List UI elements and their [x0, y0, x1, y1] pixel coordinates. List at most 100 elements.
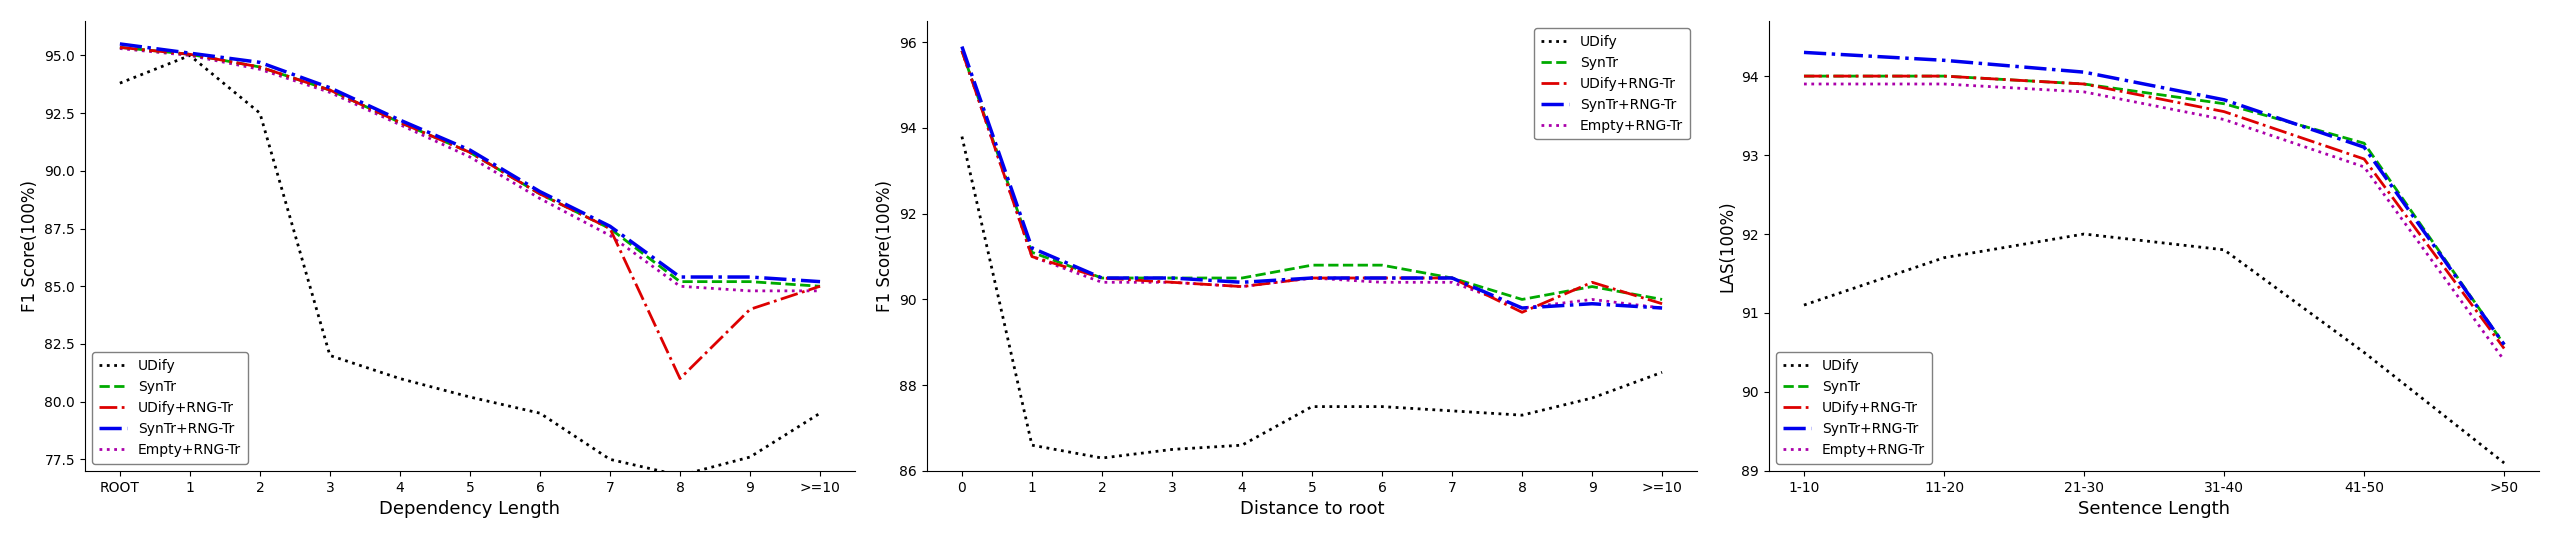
SynTr+RNG-Tr: [2348, 144, 2378, 150]
Empty+RNG-Tr: [1157, 279, 1188, 286]
UDify+RNG-Tr: [1157, 279, 1188, 286]
SynTr+RNG-Tr: [1646, 305, 1677, 311]
SynTr: [174, 51, 205, 58]
UDify+RNG-Tr: [594, 225, 625, 232]
Empty+RNG-Tr: [735, 288, 765, 294]
SynTr: [456, 149, 486, 156]
Line: SynTr+RNG-Tr: SynTr+RNG-Tr: [963, 46, 1661, 308]
UDify: [1367, 403, 1398, 410]
SynTr: [525, 191, 556, 197]
Empty+RNG-Tr: [1646, 305, 1677, 311]
Empty+RNG-Tr: [1016, 253, 1047, 260]
UDify: [1157, 446, 1188, 453]
Line: UDify: UDify: [963, 136, 1661, 458]
SynTr: [384, 119, 415, 126]
SynTr+RNG-Tr: [1157, 275, 1188, 281]
Empty+RNG-Tr: [315, 89, 346, 95]
UDify: [456, 394, 486, 400]
UDify+RNG-Tr: [1928, 73, 1958, 79]
UDify: [804, 410, 835, 417]
UDify: [315, 353, 346, 359]
UDify+RNG-Tr: [1436, 275, 1467, 281]
X-axis label: Distance to root: Distance to root: [1239, 500, 1385, 518]
Empty+RNG-Tr: [1367, 279, 1398, 286]
SynTr: [1226, 275, 1257, 281]
SynTr: [2488, 341, 2519, 348]
Empty+RNG-Tr: [1508, 305, 1539, 311]
Empty+RNG-Tr: [666, 283, 696, 289]
UDify+RNG-Tr: [1298, 275, 1329, 281]
SynTr: [1928, 73, 1958, 79]
Empty+RNG-Tr: [1577, 296, 1608, 303]
UDify+RNG-Tr: [525, 191, 556, 197]
SynTr: [947, 47, 978, 54]
Empty+RNG-Tr: [246, 66, 276, 73]
SynTr+RNG-Tr: [1085, 275, 1116, 281]
Empty+RNG-Tr: [1226, 284, 1257, 290]
UDify: [246, 110, 276, 116]
UDify+RNG-Tr: [105, 44, 136, 51]
Empty+RNG-Tr: [1436, 279, 1467, 286]
Line: SynTr: SynTr: [1805, 76, 2504, 344]
Legend: UDify, SynTr, UDify+RNG-Tr, SynTr+RNG-Tr, Empty+RNG-Tr: UDify, SynTr, UDify+RNG-Tr, SynTr+RNG-Tr…: [1533, 28, 1690, 140]
SynTr+RNG-Tr: [384, 117, 415, 123]
UDify+RNG-Tr: [384, 119, 415, 126]
UDify+RNG-Tr: [1508, 309, 1539, 315]
UDify: [105, 80, 136, 86]
Empty+RNG-Tr: [1085, 279, 1116, 286]
SynTr+RNG-Tr: [804, 279, 835, 285]
SynTr+RNG-Tr: [1367, 275, 1398, 281]
SynTr+RNG-Tr: [666, 274, 696, 280]
Empty+RNG-Tr: [2488, 357, 2519, 364]
SynTr+RNG-Tr: [735, 274, 765, 280]
UDify+RNG-Tr: [1085, 275, 1116, 281]
Empty+RNG-Tr: [456, 154, 486, 160]
UDify+RNG-Tr: [1577, 279, 1608, 286]
Line: SynTr: SynTr: [120, 47, 819, 286]
Line: UDify+RNG-Tr: UDify+RNG-Tr: [963, 51, 1661, 312]
SynTr: [2348, 140, 2378, 147]
UDify+RNG-Tr: [2068, 81, 2099, 87]
SynTr+RNG-Tr: [246, 59, 276, 66]
UDify+RNG-Tr: [1646, 300, 1677, 307]
SynTr+RNG-Tr: [105, 40, 136, 47]
SynTr+RNG-Tr: [2209, 96, 2240, 103]
Line: UDify+RNG-Tr: UDify+RNG-Tr: [1805, 76, 2504, 349]
UDify: [1226, 442, 1257, 448]
UDify: [1928, 254, 1958, 261]
UDify: [2488, 460, 2519, 466]
SynTr: [2209, 100, 2240, 107]
SynTr: [1436, 275, 1467, 281]
UDify+RNG-Tr: [2348, 156, 2378, 162]
Y-axis label: F1 Score(100%): F1 Score(100%): [876, 180, 893, 312]
Empty+RNG-Tr: [1298, 275, 1329, 281]
SynTr: [1085, 275, 1116, 281]
SynTr+RNG-Tr: [1226, 279, 1257, 286]
UDify: [1016, 442, 1047, 448]
Empty+RNG-Tr: [525, 195, 556, 202]
UDify+RNG-Tr: [2209, 108, 2240, 115]
SynTr+RNG-Tr: [456, 147, 486, 153]
X-axis label: Dependency Length: Dependency Length: [379, 500, 561, 518]
SynTr: [1016, 249, 1047, 255]
Legend: UDify, SynTr, UDify+RNG-Tr, SynTr+RNG-Tr, Empty+RNG-Tr: UDify, SynTr, UDify+RNG-Tr, SynTr+RNG-Tr…: [1777, 353, 1933, 464]
Line: UDify: UDify: [1805, 234, 2504, 463]
Line: UDify: UDify: [120, 56, 819, 475]
Empty+RNG-Tr: [2209, 116, 2240, 123]
Line: UDify+RNG-Tr: UDify+RNG-Tr: [120, 47, 819, 378]
UDify: [947, 133, 978, 140]
Empty+RNG-Tr: [804, 288, 835, 294]
SynTr+RNG-Tr: [1928, 57, 1958, 64]
UDify: [594, 456, 625, 462]
SynTr: [804, 283, 835, 289]
SynTr+RNG-Tr: [1016, 245, 1047, 251]
SynTr: [594, 225, 625, 232]
Y-axis label: LAS(100%): LAS(100%): [1718, 200, 1736, 292]
SynTr: [1646, 296, 1677, 303]
SynTr+RNG-Tr: [1577, 300, 1608, 307]
SynTr: [1157, 275, 1188, 281]
Line: Empty+RNG-Tr: Empty+RNG-Tr: [120, 49, 819, 291]
SynTr: [2068, 81, 2099, 87]
Line: SynTr: SynTr: [963, 51, 1661, 300]
SynTr+RNG-Tr: [1298, 275, 1329, 281]
